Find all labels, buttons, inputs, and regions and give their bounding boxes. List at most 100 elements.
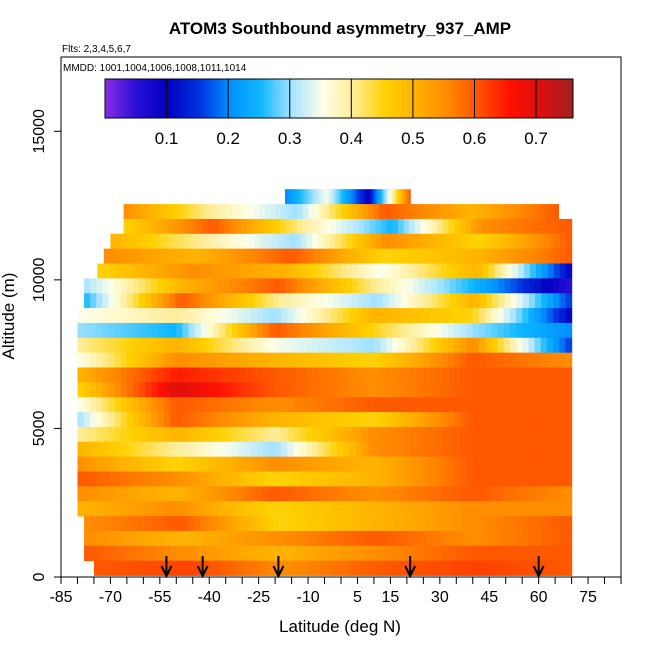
heatmap-cell (108, 337, 116, 354)
heatmap-cell (541, 516, 548, 532)
heatmap-cell (244, 397, 252, 413)
heatmap-cell (398, 441, 406, 458)
heatmap-cell (336, 322, 344, 339)
heatmap-cell (297, 204, 304, 220)
heatmap-cell (145, 308, 153, 324)
heatmap-cell (522, 456, 529, 472)
heatmap-cell (262, 382, 270, 398)
heatmap-cell (449, 278, 457, 294)
heatmap-cell (413, 278, 420, 294)
heatmap-cell (361, 501, 369, 517)
heatmap-cell (442, 248, 450, 264)
heatmap-cell (411, 412, 418, 428)
heatmap-cell (151, 530, 158, 547)
heatmap-cell (508, 233, 515, 250)
heatmap-cell (331, 189, 335, 205)
heatmap-cell (376, 516, 384, 532)
heatmap-cell (505, 560, 513, 576)
x-tick-label: -40 (198, 589, 221, 606)
heatmap-cell (540, 412, 548, 428)
heatmap-cell (467, 545, 475, 562)
heatmap-cell (341, 218, 349, 235)
heatmap-cell (361, 308, 369, 324)
heatmap-cell (367, 397, 375, 413)
heatmap-cell (417, 322, 424, 339)
heatmap-cell (334, 263, 341, 279)
heatmap-cell (559, 486, 567, 502)
heatmap-cell (182, 441, 190, 458)
heatmap-cell (90, 530, 97, 547)
heatmap-cell (373, 486, 381, 502)
heatmap-cell (306, 308, 313, 324)
heatmap-cell (114, 486, 122, 502)
heatmap-cell (266, 278, 274, 294)
heatmap-cell (522, 412, 529, 428)
heatmap-cell (417, 412, 424, 428)
heatmap-cell (314, 560, 322, 576)
heatmap-cell (244, 486, 252, 502)
heatmap-cell (522, 545, 530, 562)
heatmap-cell (213, 322, 221, 339)
heatmap-cell (565, 263, 573, 279)
heatmap-cell (386, 501, 394, 517)
heatmap-cell (478, 441, 486, 458)
heatmap-cell (102, 545, 110, 562)
heatmap-cell (230, 293, 238, 309)
x-tick-label: 5 (353, 589, 362, 606)
heatmap-cell (341, 189, 344, 205)
heatmap-cell (312, 471, 319, 487)
heatmap-cell (201, 412, 208, 428)
heatmap-cell (559, 248, 567, 264)
heatmap-cell (126, 337, 134, 354)
heatmap-cell (455, 516, 463, 532)
x-tick-label: 15 (382, 589, 400, 606)
heatmap-cell (306, 412, 313, 428)
heatmap-cell (480, 530, 487, 547)
heatmap-cell (423, 352, 431, 368)
heatmap-cell (205, 516, 213, 532)
heatmap-cell (275, 352, 282, 368)
heatmap-cell (382, 189, 385, 205)
heatmap-cell (331, 248, 339, 264)
heatmap-cell (547, 204, 554, 220)
heatmap-cell (374, 560, 382, 576)
heatmap-cell (170, 412, 177, 428)
heatmap-cell (145, 412, 153, 428)
heatmap-cell (218, 545, 225, 562)
heatmap-cell (299, 352, 307, 368)
heatmap-cell (150, 248, 158, 264)
heatmap-cell (170, 322, 177, 339)
heatmap-cell (250, 456, 258, 472)
heatmap-cell (213, 560, 220, 576)
heatmap-cell (300, 233, 308, 250)
heatmap-cell (207, 486, 214, 502)
heatmap-cell (546, 397, 554, 413)
heatmap-cell (423, 456, 431, 472)
heatmap-cell (367, 501, 375, 517)
heatmap-cell (380, 382, 387, 398)
heatmap-cell (336, 397, 344, 413)
heatmap-cell (102, 486, 109, 502)
heatmap-cell (188, 308, 196, 324)
heatmap-cell (352, 263, 359, 279)
heatmap-cell (417, 501, 424, 517)
heatmap-cell (546, 501, 554, 517)
heatmap-cell (201, 501, 208, 517)
heatmap-cell (554, 248, 561, 264)
heatmap-cell (238, 456, 245, 472)
heatmap-cell (291, 278, 298, 294)
heatmap-cell (114, 545, 122, 562)
heatmap-cell (441, 263, 448, 279)
heatmap-cell (548, 248, 555, 264)
heatmap-cell (553, 278, 560, 294)
heatmap-cell (175, 293, 183, 309)
heatmap-cell (404, 486, 412, 502)
heatmap-cell (275, 322, 282, 339)
heatmap-cell (268, 337, 276, 354)
heatmap-cell (145, 278, 152, 294)
heatmap-cell (132, 263, 140, 279)
heatmap-cell (108, 501, 116, 517)
heatmap-cell (293, 352, 301, 368)
heatmap-cell (398, 501, 406, 517)
